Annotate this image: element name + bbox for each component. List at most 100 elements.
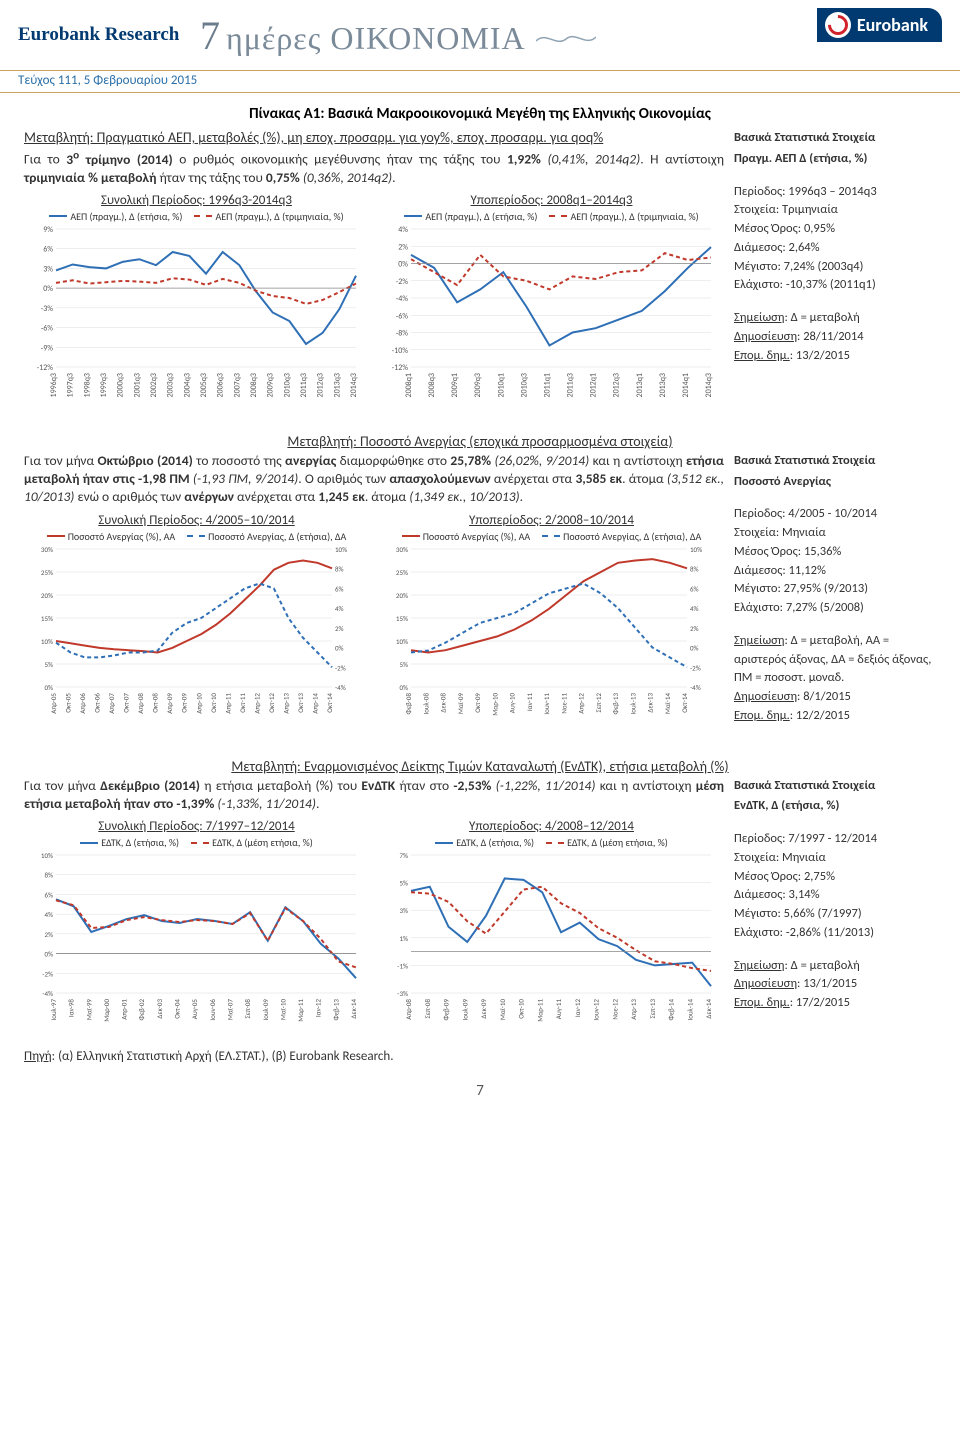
logo-text: Eurobank [857, 14, 928, 36]
svg-text:Οκτ-12: Οκτ-12 [267, 692, 276, 712]
unemp-left-legend: Ποσοστό Ανεργίας (%), ΑΑ Ποσοστό Ανεργία… [24, 530, 369, 543]
svg-text:Μαρ-11: Μαρ-11 [535, 999, 544, 1022]
hicp-next: Επομ. δημ.: 17/2/2015 [734, 994, 934, 1013]
svg-text:15%: 15% [41, 614, 53, 623]
svg-text:2008q3: 2008q3 [249, 373, 259, 397]
source-line: Πηγή: (α) Ελληνική Στατιστική Αρχή (ΕΛ.Σ… [24, 1049, 936, 1064]
svg-text:6%: 6% [690, 584, 699, 593]
svg-text:Μαϊ-10: Μαϊ-10 [498, 999, 507, 1021]
svg-text:Μαρ-11: Μαρ-11 [296, 999, 305, 1022]
gdp-next: Επομ. δημ.: 13/2/2015 [734, 347, 934, 366]
svg-text:Οκτ-06: Οκτ-06 [93, 692, 102, 712]
svg-text:Ιουλ-09: Ιουλ-09 [261, 999, 270, 1021]
svg-text:4%: 4% [335, 604, 344, 613]
svg-text:2%: 2% [690, 623, 699, 632]
svg-text:2009q1: 2009q1 [450, 373, 460, 397]
svg-text:Απρ-09: Απρ-09 [165, 692, 174, 713]
gdp-median: Διάμεσος: 2,64% [734, 239, 934, 258]
svg-text:2009q3: 2009q3 [266, 373, 276, 397]
svg-text:0%: 0% [335, 643, 344, 652]
unemp-stats-title: Βασικά Στατιστικά Στοιχεία [734, 452, 934, 471]
svg-text:Απρ-06: Απρ-06 [78, 692, 87, 713]
svg-text:Οκτ-11: Οκτ-11 [238, 692, 247, 712]
hicp-min: Ελάχιστο: -2,86% (11/2013) [734, 924, 934, 943]
gdp-right-caption: Υποπερίοδος: 2008q1–2014q3 [379, 193, 724, 208]
unemp-note: Σημείωση: Δ = μεταβολή, ΑΑ = αριστερός ά… [734, 632, 934, 688]
svg-text:2001q3: 2001q3 [132, 373, 142, 397]
svg-text:4%: 4% [44, 910, 53, 919]
svg-text:Αυγ-11: Αυγ-11 [554, 999, 563, 1020]
hicp-pub: Δημοσίευση: 13/1/2015 [734, 975, 934, 994]
svg-text:4%: 4% [690, 604, 699, 613]
unemp-data: Στοιχεία: Μηνιαία [734, 524, 934, 543]
svg-text:25%: 25% [396, 568, 408, 577]
svg-text:Οκτ-07: Οκτ-07 [122, 692, 131, 712]
svg-text:-3%: -3% [397, 989, 408, 998]
svg-text:Απρ-10: Απρ-10 [194, 692, 203, 713]
svg-text:1997q3: 1997q3 [66, 373, 76, 397]
gdp-stats-title: Βασικά Στατιστικά Στοιχεία [734, 129, 934, 148]
gdp-left-legend: ΑΕΠ (πραγμ.), Δ (ετήσια, %) ΑΕΠ (πραγμ.)… [24, 210, 369, 223]
svg-text:8%: 8% [335, 564, 344, 573]
table-title: Πίνακας A1: Βασικά Μακροοικονομικά Μεγέθ… [24, 105, 936, 123]
svg-text:25%: 25% [41, 568, 53, 577]
svg-text:Ιουλ-08: Ιουλ-08 [421, 692, 430, 714]
svg-text:Φεβ-02: Φεβ-02 [137, 999, 146, 1021]
svg-text:30%: 30% [41, 545, 53, 554]
svg-text:Ιαν-11: Ιαν-11 [525, 692, 534, 711]
svg-text:7%: 7% [399, 851, 408, 860]
svg-text:2010q1: 2010q1 [496, 373, 506, 397]
svg-text:9%: 9% [43, 225, 53, 235]
svg-text:8%: 8% [44, 871, 53, 880]
svg-text:Ιαν-12: Ιαν-12 [314, 999, 323, 1018]
svg-text:2014q3: 2014q3 [704, 373, 714, 397]
svg-text:15%: 15% [396, 614, 408, 623]
svg-text:10%: 10% [335, 545, 347, 554]
svg-text:-2%: -2% [42, 969, 53, 978]
svg-text:-10%: -10% [392, 346, 409, 356]
svg-text:Μαϊ-09: Μαϊ-09 [456, 692, 465, 714]
hicp-data: Στοιχεία: Μηνιαία [734, 849, 934, 868]
svg-text:-3%: -3% [41, 304, 54, 314]
svg-text:Οκτ-04: Οκτ-04 [173, 999, 182, 1019]
unemp-pub: Δημοσίευση: 8/1/2015 [734, 688, 934, 707]
logo-circle-icon [825, 12, 851, 38]
svg-text:2%: 2% [335, 623, 344, 632]
svg-text:Απρ-12: Απρ-12 [577, 692, 586, 713]
header-bar: Eurobank Research 7 ημέρες ΟΙΚΟΝΟΜΙΑ Eur… [0, 0, 960, 70]
svg-text:8%: 8% [690, 564, 699, 573]
svg-text:3%: 3% [43, 264, 53, 274]
unemp-right-legend: Ποσοστό Ανεργίας (%), ΑΑ Ποσοστό Ανεργία… [379, 530, 724, 543]
svg-text:Απρ-08: Απρ-08 [136, 692, 145, 713]
svg-text:10%: 10% [41, 637, 53, 646]
var-title-unemp: Μεταβλητή: Ποσοστό Ανεργίας (εποχικά προ… [24, 433, 936, 450]
svg-text:10%: 10% [396, 637, 408, 646]
logo-right: Eurobank [817, 8, 942, 42]
svg-text:Ιουλ-14: Ιουλ-14 [685, 999, 694, 1021]
svg-text:5%: 5% [399, 879, 408, 888]
svg-text:Σεπ-08: Σεπ-08 [243, 999, 252, 1019]
chart-hicp-full: 10%8%6%4%2%0%-2%-4%Ιουλ-97Ιαν-98Μαϊ-99Μα… [24, 851, 364, 1041]
svg-text:2013q1: 2013q1 [635, 373, 645, 397]
gdp-period: Περίοδος: 1996q3 – 2014q3 [734, 183, 934, 202]
svg-text:Μαρ-00: Μαρ-00 [102, 999, 111, 1022]
svg-text:Απρ-14: Απρ-14 [310, 692, 319, 713]
chart-unemp-full: 30%25%20%15%10%5%0%10%8%6%4%2%0%-2%-4%Απ… [24, 545, 364, 735]
brand-left: Eurobank Research [18, 24, 179, 46]
svg-text:Δεκ-03: Δεκ-03 [155, 999, 164, 1019]
svg-text:6%: 6% [335, 584, 344, 593]
var-title-gdp: Μεταβλητή: Πραγματικό ΑΕΠ, μεταβολές (%)… [24, 129, 724, 146]
svg-text:2012q1: 2012q1 [589, 373, 599, 397]
svg-text:Ιουν-06: Ιουν-06 [208, 999, 217, 1021]
para-hicp: Για τον μήνα Δεκέμβριο (2014) η ετήσια μ… [24, 777, 724, 813]
svg-text:-4%: -4% [42, 989, 53, 998]
svg-text:1996q3: 1996q3 [49, 373, 59, 397]
svg-text:0%: 0% [690, 643, 699, 652]
gdp-mean: Μέσος Όρος: 0,95% [734, 220, 934, 239]
svg-text:Φεβ-14: Φεβ-14 [667, 999, 676, 1021]
hicp-median: Διάμεσος: 3,14% [734, 886, 934, 905]
gdp-min: Ελάχιστο: -10,37% (2011q1) [734, 276, 934, 295]
svg-text:2%: 2% [44, 930, 53, 939]
page-number: 7 [24, 1082, 936, 1100]
svg-text:2011q3: 2011q3 [566, 373, 576, 397]
